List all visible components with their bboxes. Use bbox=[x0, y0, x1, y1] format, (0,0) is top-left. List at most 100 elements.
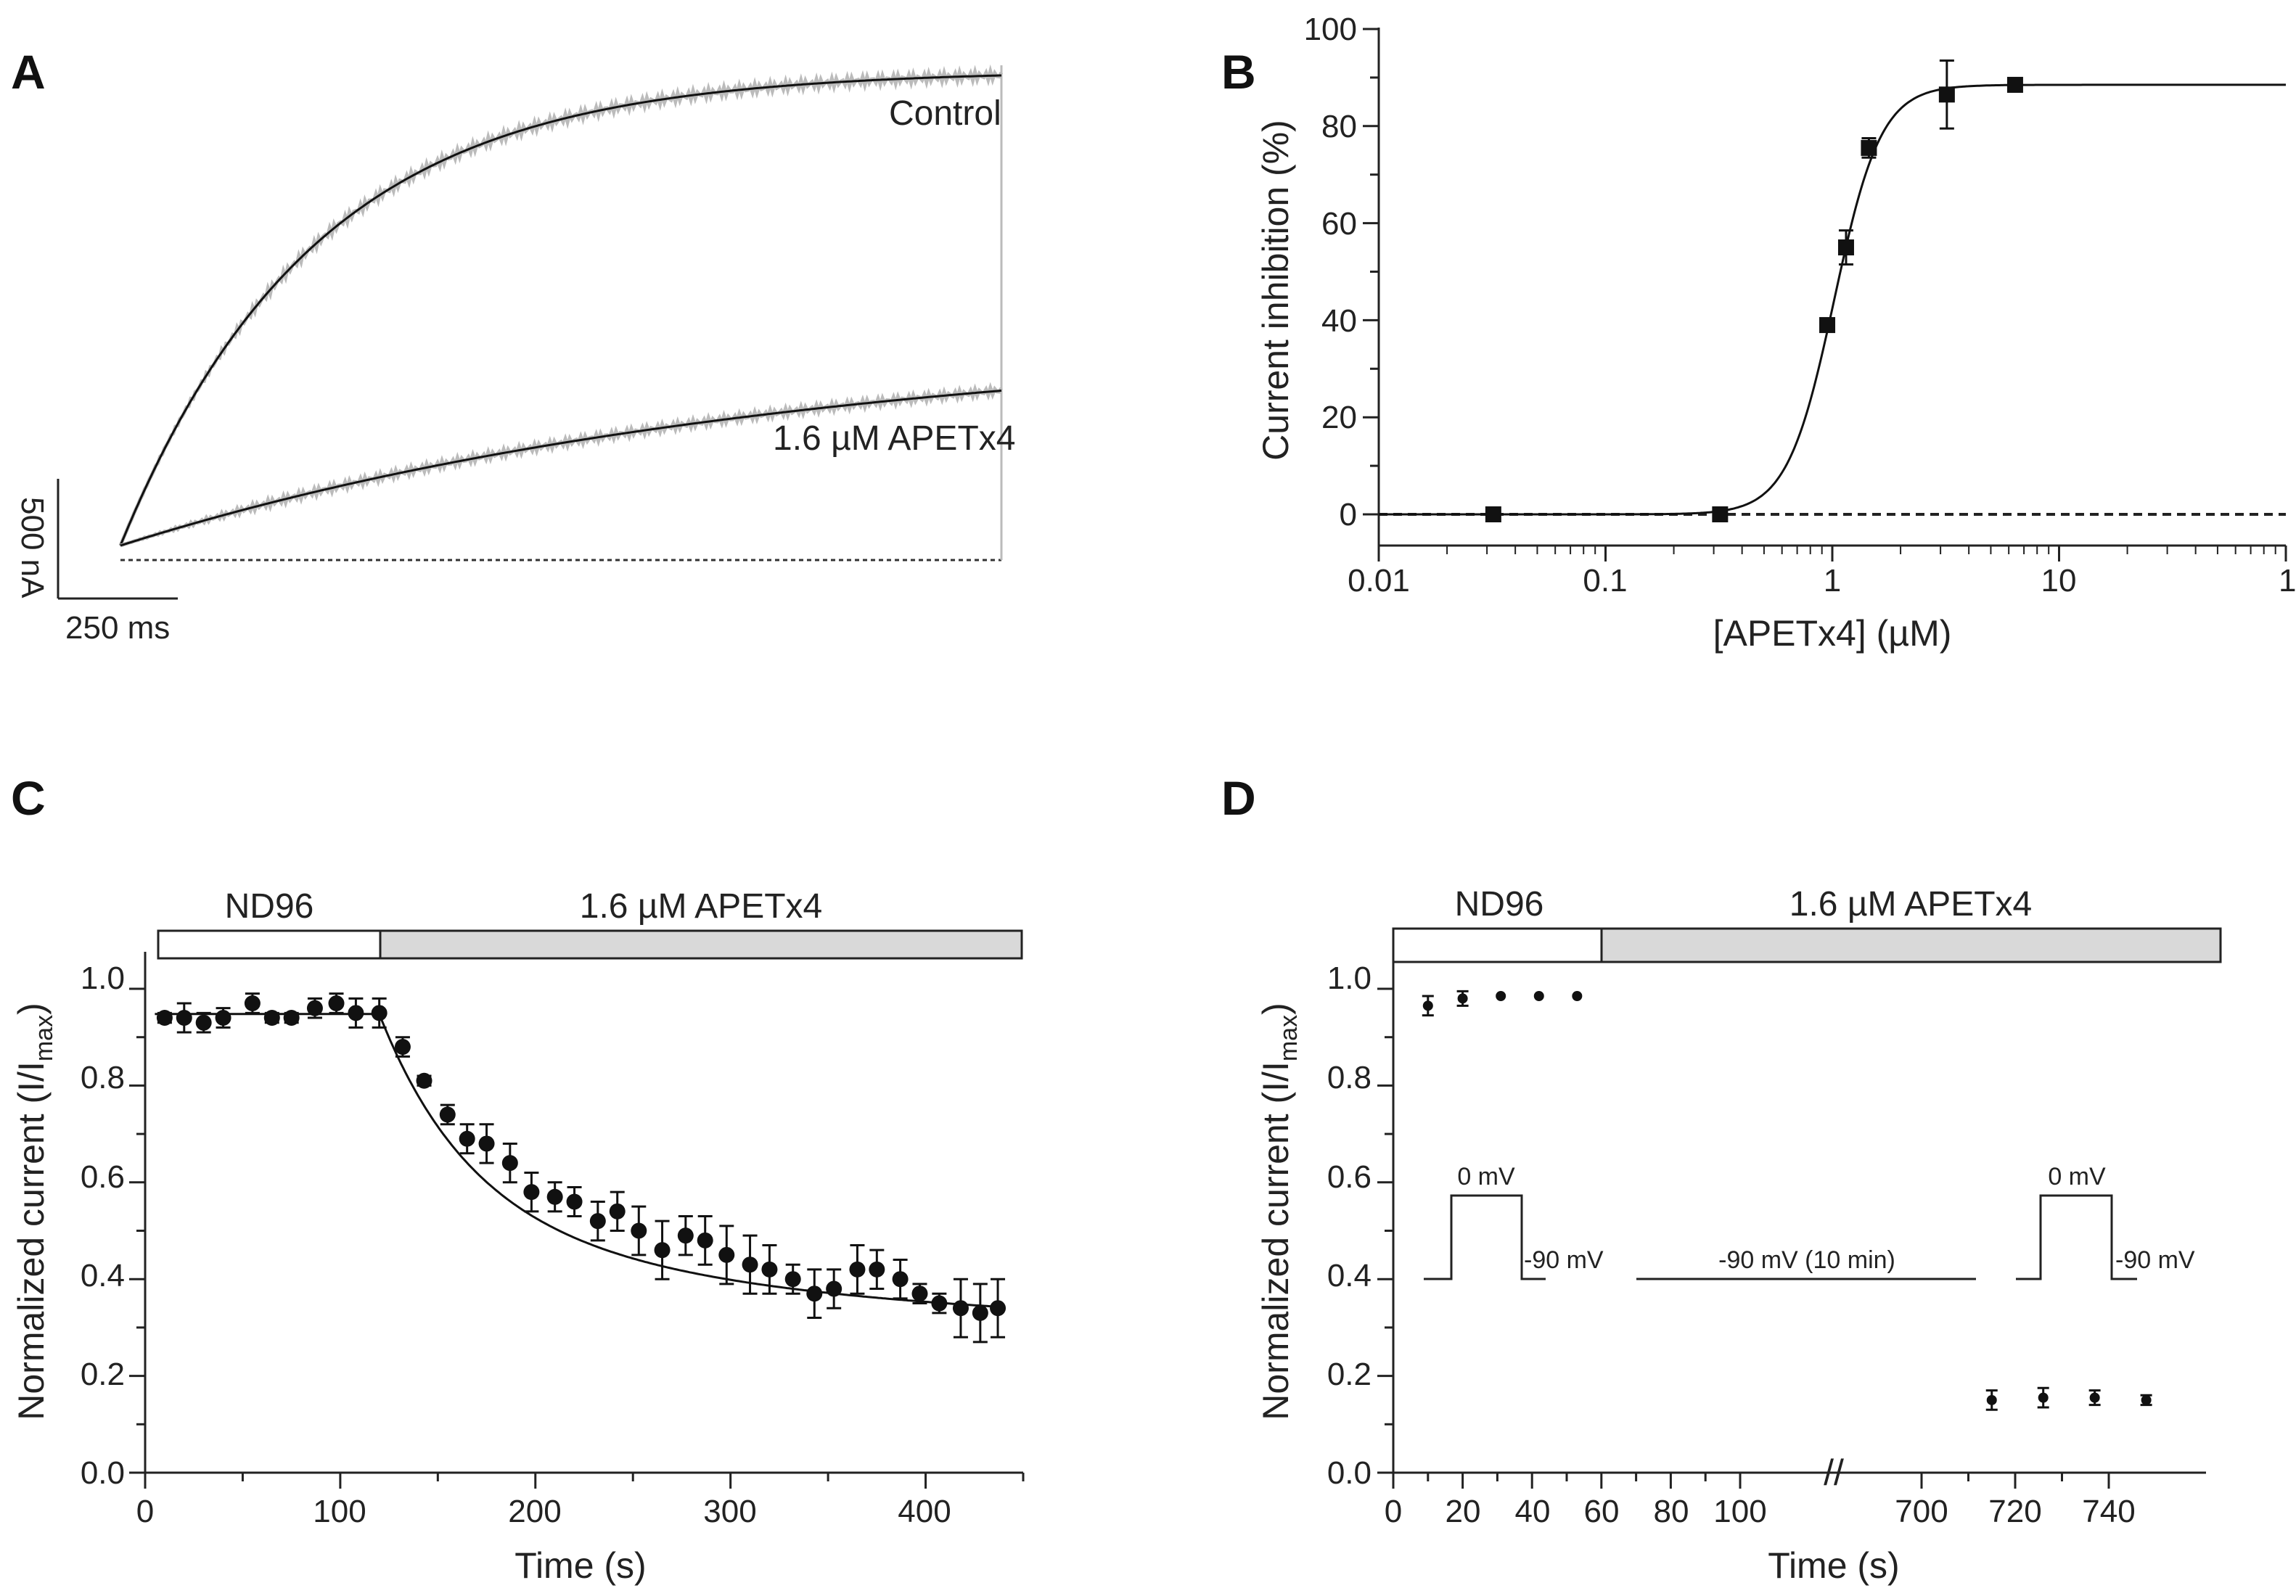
c-data-point bbox=[244, 995, 261, 1012]
panel-letter-c: C bbox=[11, 771, 46, 825]
d-data-point bbox=[1572, 991, 1583, 1002]
b-xtick-2: 1 bbox=[1824, 563, 1841, 598]
b-ytick-0: 0 bbox=[1340, 497, 1357, 532]
c-ytick-0: 0.0 bbox=[81, 1455, 125, 1491]
panel-b: B [APETx4] (µM) Current inhibition (%) 0… bbox=[1221, 12, 2296, 654]
c-ytick-2: 0.4 bbox=[81, 1258, 125, 1293]
c-data-point bbox=[869, 1261, 885, 1278]
d-axis-break: // bbox=[1824, 1452, 1844, 1493]
d-xtick-4: 80 bbox=[1654, 1494, 1689, 1529]
d-xtick-3: 60 bbox=[1584, 1494, 1620, 1529]
c-xtick-3: 300 bbox=[703, 1494, 756, 1529]
d-xtick-7: 720 bbox=[1988, 1494, 2041, 1529]
panel-letter-b: B bbox=[1221, 45, 1256, 99]
c-xtick-2: 200 bbox=[508, 1494, 561, 1529]
c-xtick-1: 100 bbox=[313, 1494, 366, 1529]
b-xtick-1: 0.1 bbox=[1583, 563, 1627, 598]
c-data-point bbox=[654, 1242, 671, 1259]
control-label: Control bbox=[889, 94, 1001, 133]
c-data-point bbox=[263, 1010, 280, 1027]
b-xtick-3: 10 bbox=[2041, 563, 2077, 598]
c-data-point bbox=[826, 1280, 842, 1297]
b-ticks bbox=[1363, 28, 2287, 562]
b-ytick-5: 100 bbox=[1304, 12, 1357, 47]
c-points bbox=[156, 992, 1006, 1344]
d-xtick-5: 100 bbox=[1713, 1494, 1766, 1529]
b-ytick-3: 60 bbox=[1321, 206, 1357, 242]
panel-d: D // ND96 1.6 µM APETx4 0 mV 0 mV -90 mV… bbox=[1221, 771, 2222, 1586]
c-data-point bbox=[911, 1286, 928, 1302]
c-data-point bbox=[892, 1271, 909, 1288]
c-data-point bbox=[566, 1193, 583, 1210]
b-ytick-1: 20 bbox=[1321, 400, 1357, 435]
protocol-hold-label-1: -90 mV bbox=[1524, 1246, 1604, 1274]
d-ytick-1: 0.2 bbox=[1327, 1357, 1372, 1392]
apetx4-trace-fit bbox=[120, 389, 1002, 547]
c-x-axis-label: Time (s) bbox=[514, 1545, 646, 1586]
d-ytick-5: 1.0 bbox=[1327, 961, 1372, 996]
protocol-step-label-2: 0 mV bbox=[2048, 1163, 2106, 1190]
c-data-point bbox=[742, 1256, 758, 1273]
b-ytick-4: 80 bbox=[1321, 109, 1357, 144]
c-data-point bbox=[784, 1271, 801, 1288]
protocol-hold-label-2: -90 mV bbox=[2115, 1246, 2195, 1274]
c-data-point bbox=[631, 1222, 647, 1239]
b-data-point bbox=[1938, 86, 1955, 103]
d-data-point bbox=[1457, 993, 1468, 1004]
d-bar-apetx4 bbox=[1600, 927, 2222, 963]
c-xtick-0: 0 bbox=[136, 1494, 154, 1529]
scale-bar-x-label: 250 ms bbox=[65, 610, 170, 646]
c-data-point bbox=[348, 1005, 364, 1021]
c-bar-apetx4 bbox=[379, 929, 1023, 960]
c-data-point bbox=[478, 1135, 495, 1152]
c-data-point bbox=[371, 1005, 388, 1021]
d-xtick-2: 40 bbox=[1515, 1494, 1551, 1529]
c-data-point bbox=[215, 1010, 231, 1027]
c-data-point bbox=[416, 1072, 432, 1089]
panel-letter-a: A bbox=[11, 45, 46, 99]
d-xtick-8: 740 bbox=[2082, 1494, 2135, 1529]
c-data-point bbox=[459, 1130, 475, 1147]
d-y-axis-label: Normalized current (I/Imax) bbox=[1255, 1003, 1303, 1420]
c-bar-label-apetx4: 1.6 µM APETx4 bbox=[580, 887, 822, 926]
c-data-point bbox=[990, 1300, 1006, 1317]
c-data-point bbox=[697, 1232, 713, 1249]
panel-a: A Control 1.6 µM APETx4 500 nA 250 ms bbox=[11, 45, 1015, 646]
c-data-point bbox=[394, 1039, 411, 1056]
c-ticks bbox=[129, 987, 1025, 1489]
c-data-point bbox=[677, 1227, 694, 1244]
d-data-point bbox=[1422, 1000, 1433, 1011]
c-y-axis-label-sub: max bbox=[30, 1015, 58, 1061]
c-bar-label-nd96: ND96 bbox=[225, 887, 314, 926]
c-y-axis-label: Normalized current (I/Imax) bbox=[11, 1003, 58, 1420]
protocol-long-hold-label: -90 mV (10 min) bbox=[1718, 1246, 1895, 1274]
panel-letter-d: D bbox=[1221, 771, 1256, 825]
d-ytick-3: 0.6 bbox=[1327, 1159, 1372, 1195]
d-ytick-2: 0.4 bbox=[1327, 1258, 1372, 1293]
c-data-point bbox=[176, 1010, 192, 1027]
c-data-point bbox=[306, 1000, 323, 1016]
traces bbox=[118, 64, 1004, 548]
c-xtick-4: 400 bbox=[898, 1494, 951, 1529]
c-data-point bbox=[589, 1213, 606, 1230]
c-data-point bbox=[439, 1106, 456, 1123]
d-y-axis-label-sub: max bbox=[1275, 1015, 1303, 1061]
b-xtick-4: 10 bbox=[2279, 563, 2296, 598]
b-points bbox=[1485, 59, 2023, 522]
b-xtick-0: 0.01 bbox=[1348, 563, 1410, 598]
d-data-point bbox=[1533, 991, 1544, 1002]
c-data-point bbox=[718, 1246, 735, 1263]
d-points bbox=[1422, 990, 2152, 1411]
b-data-point bbox=[1485, 506, 1501, 522]
d-ytick-0: 0.0 bbox=[1327, 1455, 1372, 1491]
d-data-point bbox=[2089, 1392, 2100, 1403]
c-data-point bbox=[156, 1010, 173, 1027]
c-ytick-3: 0.6 bbox=[81, 1159, 125, 1195]
d-xtick-0: 0 bbox=[1385, 1494, 1402, 1529]
c-data-point bbox=[328, 995, 345, 1012]
c-data-point bbox=[761, 1261, 778, 1278]
c-ytick-5: 1.0 bbox=[81, 961, 125, 996]
c-data-point bbox=[501, 1155, 518, 1172]
d-data-point bbox=[1986, 1394, 1997, 1405]
